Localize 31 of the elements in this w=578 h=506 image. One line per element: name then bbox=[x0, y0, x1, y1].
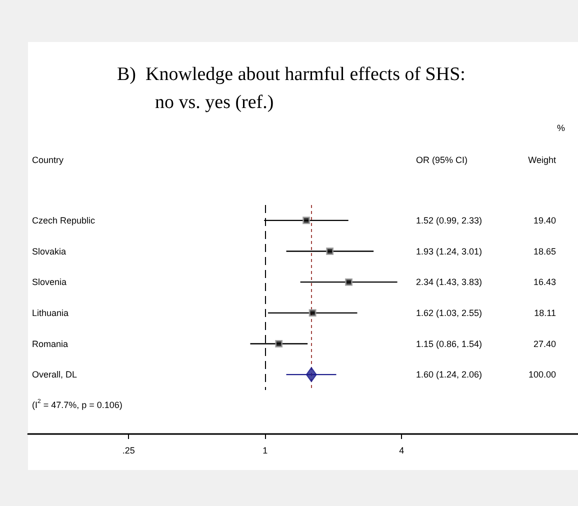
chart-title: B) Knowledge about harmful effects of SHS: bbox=[117, 64, 466, 85]
text: OR (95% CI) bbox=[416, 155, 468, 165]
y-axis-title: Country bbox=[32, 155, 64, 165]
x-tick-label: .25 bbox=[122, 446, 135, 456]
text: 2.34 (1.43, 3.83) bbox=[416, 277, 482, 288]
x-tick-label: 1 bbox=[262, 446, 268, 456]
y-tick-label: Romania bbox=[32, 338, 68, 349]
annotation: 19.40 bbox=[533, 215, 556, 226]
annotation: 16.43 bbox=[533, 277, 556, 288]
annotation: 27.40 bbox=[533, 338, 556, 349]
text: % bbox=[556, 123, 566, 133]
chart-subtitle: no vs. yes (ref.) bbox=[155, 92, 274, 113]
point bbox=[326, 248, 334, 255]
annotation: 18.11 bbox=[534, 308, 556, 318]
y-tick-label: Slovenia bbox=[32, 277, 67, 288]
annotation: 100.00 bbox=[528, 370, 556, 380]
point bbox=[306, 367, 317, 382]
text: 1.93 (1.24, 3.01) bbox=[416, 246, 482, 256]
point bbox=[302, 216, 310, 224]
point bbox=[308, 309, 316, 317]
y-tick-label: Slovakia bbox=[32, 246, 66, 256]
text: 1.60 (1.24, 2.06) bbox=[416, 370, 482, 380]
text: 1.52 (0.99, 2.33) bbox=[416, 215, 482, 226]
y-tick-label: Czech Republic bbox=[32, 215, 96, 226]
text: 1.62 (1.03, 2.55) bbox=[416, 308, 482, 318]
text: 1.15 (0.86, 1.54) bbox=[416, 338, 482, 349]
annotation: 18.65 bbox=[533, 246, 556, 256]
text: Weight bbox=[528, 155, 556, 165]
y-tick-label: Overall, DL bbox=[32, 370, 78, 380]
y-tick-label: Lithuania bbox=[32, 308, 69, 318]
x-tick-label: 4 bbox=[399, 446, 404, 456]
